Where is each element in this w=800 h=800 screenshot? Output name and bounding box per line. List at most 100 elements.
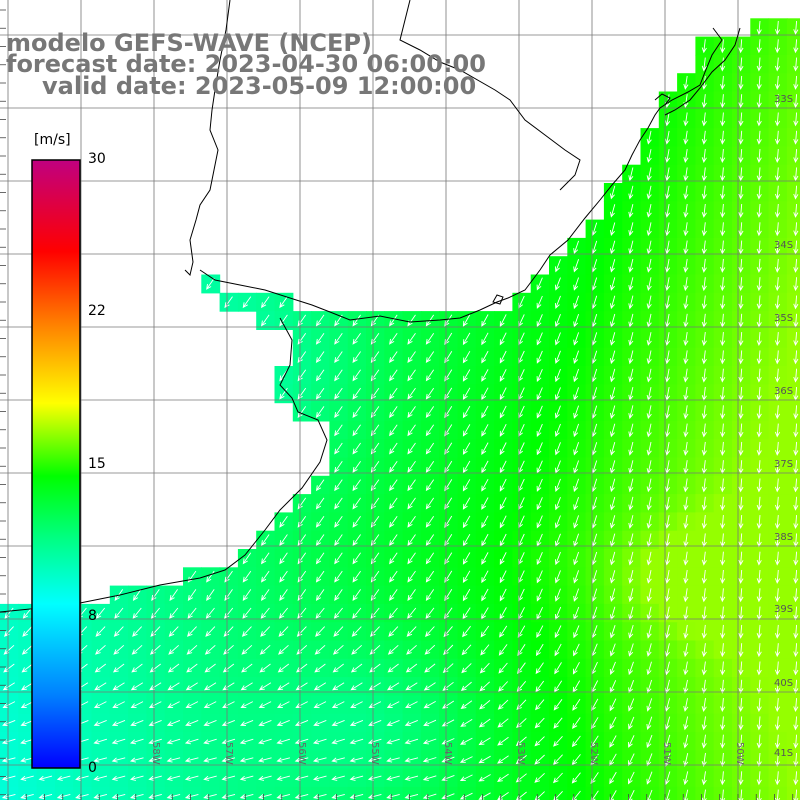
wind-arrow: [683, 203, 689, 218]
wind-arrow: [203, 775, 217, 781]
wind-arrow: [407, 406, 416, 418]
wind-arrow: [242, 589, 252, 601]
wind-arrow: [131, 644, 143, 655]
wind-arrow: [756, 752, 762, 767]
lon-label-56w: 56W: [296, 742, 307, 765]
wind-arrow: [628, 661, 634, 676]
wind-arrow: [279, 570, 288, 583]
wind-arrow: [334, 351, 343, 364]
wind-cell: [786, 73, 800, 93]
wind-arrow: [774, 551, 781, 566]
wind-arrow: [701, 551, 707, 566]
wind-arrow: [111, 719, 126, 727]
wind-arrow: [665, 167, 671, 182]
wind-arrow: [352, 461, 361, 473]
wind-arrow: [701, 661, 707, 676]
wind-cell: [786, 54, 800, 74]
wind-arrow: [609, 423, 616, 438]
wind-arrow: [738, 441, 744, 456]
wind-arrow: [462, 405, 471, 419]
wind-arrow: [609, 625, 616, 639]
wind-arrow: [554, 314, 561, 328]
wind-arrow: [774, 240, 781, 255]
wind-arrow: [774, 94, 781, 109]
wind-arrow: [166, 775, 181, 781]
wind-arrow: [720, 277, 726, 292]
wind-arrow: [552, 772, 563, 784]
wind-arrow: [683, 588, 689, 603]
wind-arrow: [478, 737, 491, 746]
wind-arrow: [75, 775, 89, 781]
wind-arrow: [774, 20, 781, 35]
wind-arrow: [683, 771, 689, 786]
wind-arrow: [683, 752, 689, 767]
wind-arrow: [425, 442, 435, 455]
wind-arrow: [334, 461, 343, 473]
wind-arrow: [683, 75, 689, 90]
wind-arrow: [793, 149, 799, 164]
wind-arrow: [478, 718, 491, 728]
wind-arrow: [628, 441, 634, 456]
wind-arrow: [738, 75, 744, 90]
wind-arrow: [334, 497, 343, 510]
wind-arrow: [720, 551, 726, 566]
wind-arrow: [278, 626, 289, 637]
wind-arrow: [536, 552, 543, 566]
wind-arrow: [460, 700, 473, 710]
wind-cell: [786, 768, 800, 788]
wind-arrow: [370, 607, 380, 619]
wind-arrow: [95, 607, 106, 619]
wind-arrow: [389, 589, 398, 601]
wind-arrow: [738, 405, 744, 420]
wind-arrow: [646, 222, 652, 237]
wind-arrow: [683, 734, 689, 749]
wind-arrow: [241, 663, 253, 673]
wind-arrow: [204, 644, 216, 655]
wind-arrow: [352, 387, 361, 400]
wind-arrow: [774, 222, 781, 237]
wind-arrow: [203, 793, 217, 800]
wind-arrow: [628, 771, 635, 785]
wind-arrow: [2, 701, 16, 708]
wind-arrow: [462, 588, 471, 602]
wind-arrow: [664, 624, 671, 639]
wind-arrow: [628, 423, 634, 438]
wind-arrow: [628, 203, 634, 218]
wind-arrow: [554, 643, 562, 657]
wind-arrow: [349, 793, 364, 800]
wind-arrow: [389, 314, 398, 327]
wind-arrow: [756, 20, 762, 35]
wind-arrow: [203, 757, 217, 763]
wind-arrow: [389, 387, 398, 400]
wind-arrow: [646, 350, 652, 365]
wind-arrow: [276, 719, 290, 727]
wind-arrow: [462, 460, 471, 474]
wind-arrow: [774, 39, 781, 54]
wind-arrow: [389, 461, 398, 473]
wind-arrow: [332, 663, 344, 673]
lon-label-50w: 50W: [734, 742, 745, 765]
wind-arrow: [774, 277, 781, 292]
wind-arrow: [665, 112, 671, 127]
wind-arrow: [665, 295, 671, 310]
wind-arrow: [609, 240, 616, 255]
wind-arrow: [481, 332, 489, 346]
wind-arrow: [481, 369, 489, 382]
wind-cell: [786, 109, 800, 129]
wind-arrow: [793, 130, 799, 145]
wind-arrow: [573, 259, 580, 273]
wind-arrow: [738, 423, 744, 438]
wind-arrow: [738, 661, 744, 676]
wind-arrow: [554, 423, 561, 438]
wind-arrow: [738, 478, 744, 493]
wind-arrow: [774, 203, 781, 218]
wind-arrow: [738, 240, 744, 255]
wind-arrow: [609, 405, 616, 419]
wind-arrow: [258, 757, 272, 763]
wind-cell: [457, 786, 477, 800]
wind-arrow: [93, 793, 108, 800]
wind-cell: [786, 494, 800, 513]
wind-arrow: [239, 775, 254, 781]
wind-arrow: [132, 626, 143, 637]
wind-arrow: [756, 606, 762, 621]
